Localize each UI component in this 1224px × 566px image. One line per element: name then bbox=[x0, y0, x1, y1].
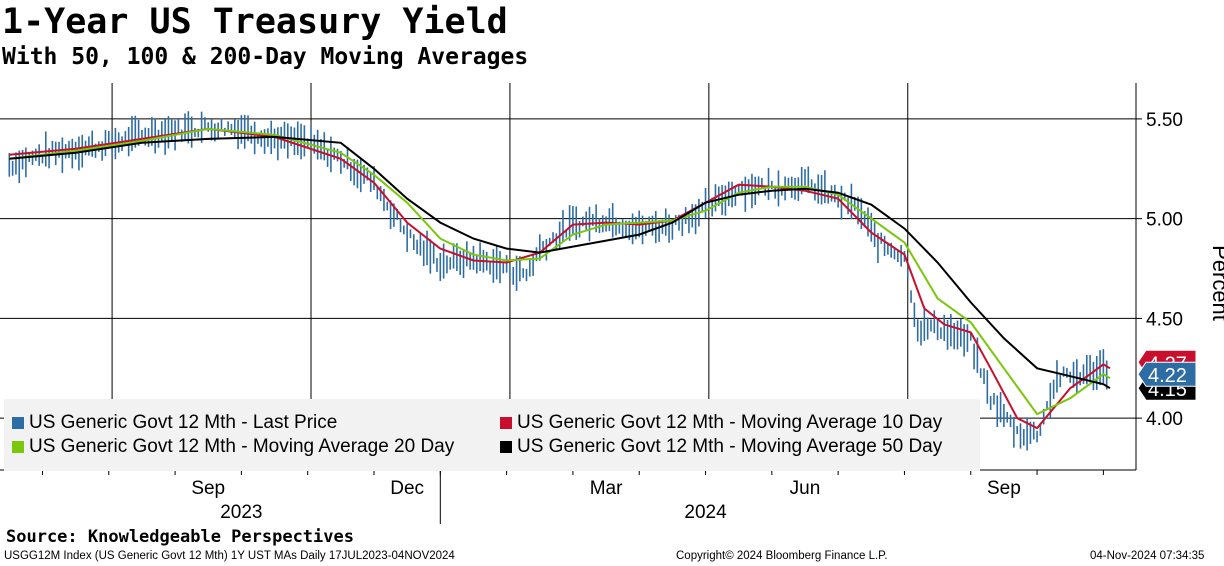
axis: 4.00 4.50 5.00 5.50 Sep Dec Mar Jun Sep 2023 2024 bbox=[0, 83, 1183, 524]
footer-copyright: Copyright© 2024 Bloomberg Finance L.P. bbox=[676, 550, 888, 562]
legend-item-price: US Generic Govt 12 Mth - Last Price bbox=[12, 412, 337, 434]
legend: US Generic Govt 12 Mth - Last Price US G… bbox=[4, 399, 980, 471]
legend-swatch-ma20 bbox=[12, 441, 24, 453]
tag-shape bbox=[1137, 361, 1197, 387]
y-tick-label: 4.50 bbox=[1146, 309, 1183, 330]
y-tick-label: 4.00 bbox=[1146, 409, 1183, 430]
x-tick-label: Sep bbox=[987, 478, 1021, 499]
x-tick-label: Dec bbox=[390, 478, 424, 499]
legend-item-ma10: US Generic Govt 12 Mth - Moving Average … bbox=[500, 412, 942, 434]
series-layer bbox=[8, 111, 1111, 451]
tag-label: 4.22 bbox=[1148, 365, 1187, 387]
y-axis-label: Percent bbox=[1208, 245, 1224, 321]
chart-title: 1-Year US Treasury Yield bbox=[2, 2, 508, 42]
y-tick-label: 5.00 bbox=[1146, 210, 1183, 231]
series-ma20 bbox=[9, 127, 1111, 416]
legend-label: US Generic Govt 12 Mth - Moving Average … bbox=[517, 436, 943, 457]
source-note: Source: Knowledgeable Perspectives bbox=[6, 527, 354, 547]
x-tick-label: Jun bbox=[790, 478, 821, 499]
last-value-tags: 4.274.154.22 bbox=[1137, 349, 1197, 401]
legend-label: US Generic Govt 12 Mth - Moving Average … bbox=[517, 412, 943, 433]
legend-label: US Generic Govt 12 Mth - Moving Average … bbox=[29, 436, 455, 457]
y-tick-label: 5.50 bbox=[1146, 110, 1183, 131]
series-ma50 bbox=[9, 135, 1111, 390]
legend-swatch-price bbox=[12, 417, 24, 429]
x-tick-label: Mar bbox=[590, 478, 623, 499]
legend-item-ma50: US Generic Govt 12 Mth - Moving Average … bbox=[500, 436, 942, 458]
footer-timestamp: 04-Nov-2024 07:34:35 bbox=[1090, 550, 1205, 562]
x-tick-label: Sep bbox=[191, 478, 225, 499]
legend-item-ma20: US Generic Govt 12 Mth - Moving Average … bbox=[12, 436, 454, 458]
year-label: 2024 bbox=[684, 502, 727, 523]
last-value-tag-price: 4.22 bbox=[1137, 361, 1197, 387]
legend-label: US Generic Govt 12 Mth - Last Price bbox=[29, 412, 338, 433]
legend-swatch-ma50 bbox=[500, 441, 512, 453]
legend-swatch-ma10 bbox=[500, 417, 512, 429]
footer-ticker: USGG12M Index (US Generic Govt 12 Mth) 1… bbox=[4, 550, 455, 562]
year-label: 2023 bbox=[220, 502, 262, 523]
chart-subtitle: With 50, 100 & 200-Day Moving Averages bbox=[2, 44, 529, 70]
